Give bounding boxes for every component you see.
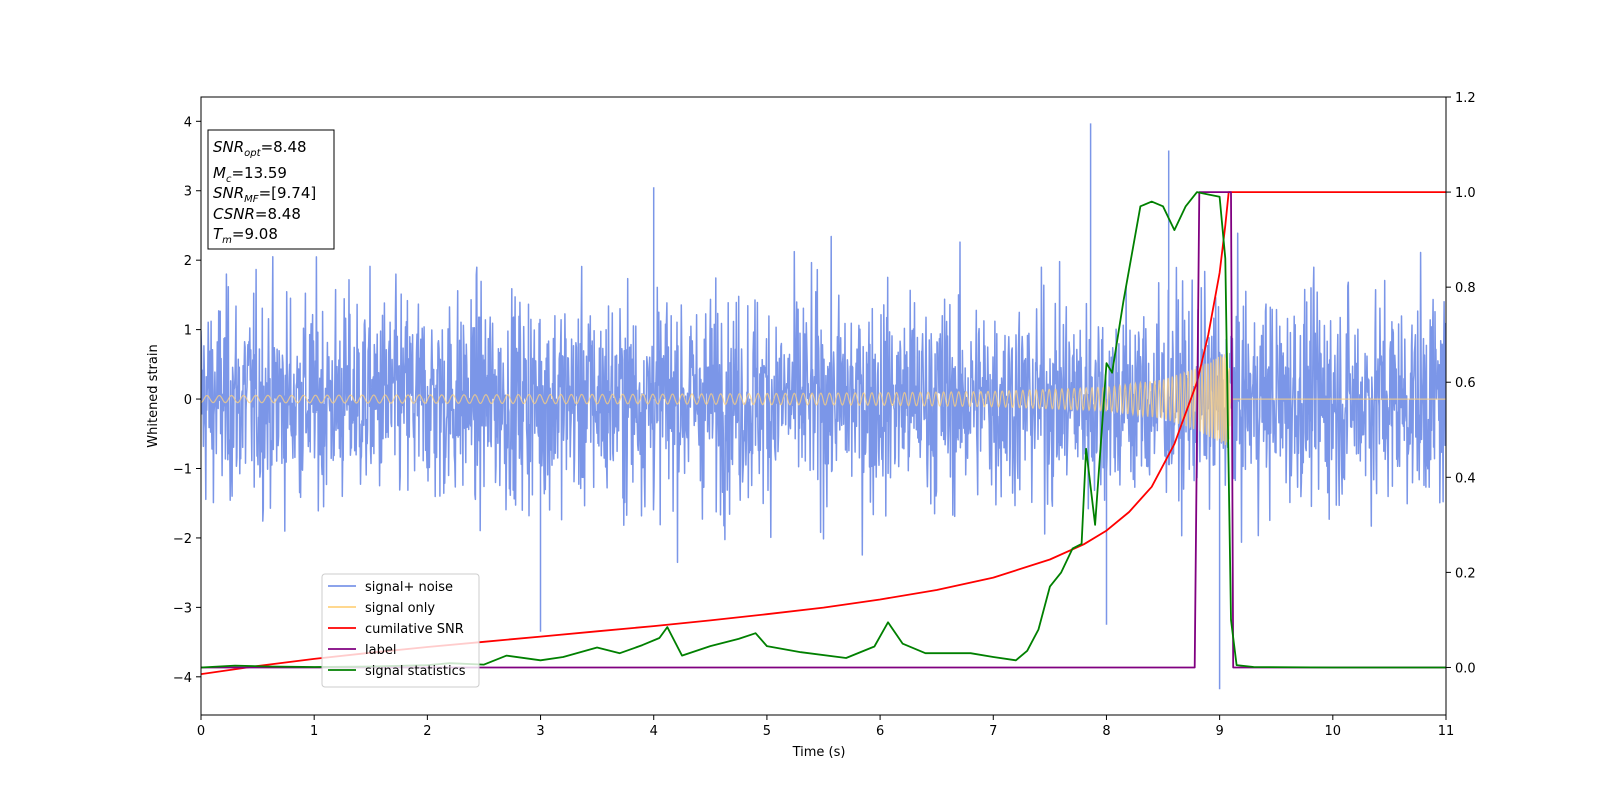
y-tick-label: −4 — [173, 671, 192, 686]
y2-tick-label: 1.0 — [1455, 186, 1476, 201]
y-tick-label: 3 — [184, 185, 192, 200]
series-signal-statistics — [201, 191, 1446, 669]
legend-label: signal+ noise — [365, 580, 453, 595]
stats-line: SNRopt=8.48 — [213, 138, 307, 159]
y-axis-left: −4 −3 −2 −1 0 1 2 3 4 — [173, 115, 201, 686]
y2-tick-label: 0.8 — [1455, 281, 1476, 296]
legend-label: cumilative SNR — [365, 622, 464, 637]
x-axis: 0 1 2 3 4 5 6 7 8 9 10 11 — [197, 715, 1454, 739]
legend-box — [321, 573, 480, 688]
x-tick-label: 7 — [989, 724, 997, 739]
y-tick-label: 2 — [184, 254, 192, 269]
y-axis-right: 0.0 0.2 0.4 0.6 0.8 1.0 1.2 — [1446, 91, 1476, 676]
x-tick-label: 11 — [1438, 724, 1455, 739]
y-tick-label: −2 — [173, 532, 192, 547]
axes-border — [200, 96, 1447, 716]
y2-tick-label: 0.0 — [1455, 661, 1476, 676]
x-axis-label: Time (s) — [792, 745, 846, 760]
y-tick-label: 4 — [184, 115, 192, 130]
legend-label: signal only — [365, 601, 435, 616]
y-tick-label: −3 — [173, 601, 192, 616]
y2-tick-label: 0.4 — [1455, 471, 1476, 486]
x-tick-label: 6 — [876, 724, 884, 739]
x-tick-label: 10 — [1325, 724, 1342, 739]
y2-tick-label: 0.2 — [1455, 566, 1476, 581]
y2-tick-label: 1.2 — [1455, 91, 1476, 106]
x-tick-label: 0 — [197, 724, 205, 739]
stats-box-frame — [207, 129, 335, 250]
series-signal-only — [201, 352, 1446, 446]
legend-label: label — [365, 643, 396, 658]
x-tick-label: 1 — [310, 724, 318, 739]
y-tick-label: 1 — [184, 324, 192, 339]
stats-line: CSNR=8.48 — [213, 205, 301, 223]
x-tick-label: 8 — [1102, 724, 1110, 739]
stats-line: SNRMF=[9.74] — [213, 184, 316, 205]
x-tick-label: 5 — [763, 724, 771, 739]
y-tick-label: 0 — [184, 393, 192, 408]
y-axis-label: Whitened strain — [146, 344, 161, 447]
x-tick-label: 9 — [1215, 724, 1223, 739]
axes-frame — [200, 96, 1447, 716]
x-tick-label: 3 — [536, 724, 544, 739]
legend: signal+ noise signal only cumilative SNR la… — [321, 573, 480, 688]
x-tick-label: 4 — [650, 724, 658, 739]
y2-tick-label: 0.6 — [1455, 376, 1476, 391]
stats-line: Tm=9.08 — [213, 225, 278, 246]
plot-area — [201, 123, 1446, 690]
series-signal-plus-noise — [201, 123, 1446, 690]
stats-line: Mc=13.59 — [213, 164, 287, 185]
x-tick-label: 2 — [423, 724, 431, 739]
stats-box: SNRopt=8.48 Mc=13.59SNRMF=[9.74]CSNR=8.48… — [207, 129, 335, 250]
y-tick-label: −1 — [173, 462, 192, 477]
legend-label: signal statistics — [365, 664, 466, 679]
